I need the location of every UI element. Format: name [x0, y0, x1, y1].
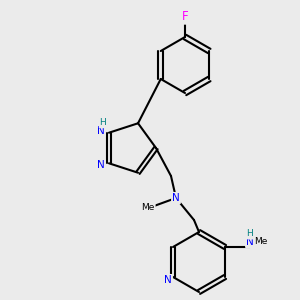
Text: H: H [100, 118, 106, 127]
Text: Me: Me [254, 238, 268, 247]
Text: Me: Me [141, 203, 155, 212]
Text: N: N [164, 275, 172, 285]
Text: H: H [247, 230, 254, 238]
Text: N: N [97, 160, 105, 170]
Text: N: N [246, 237, 254, 247]
Text: N: N [97, 126, 105, 136]
Text: F: F [182, 11, 188, 23]
Text: N: N [172, 193, 180, 203]
